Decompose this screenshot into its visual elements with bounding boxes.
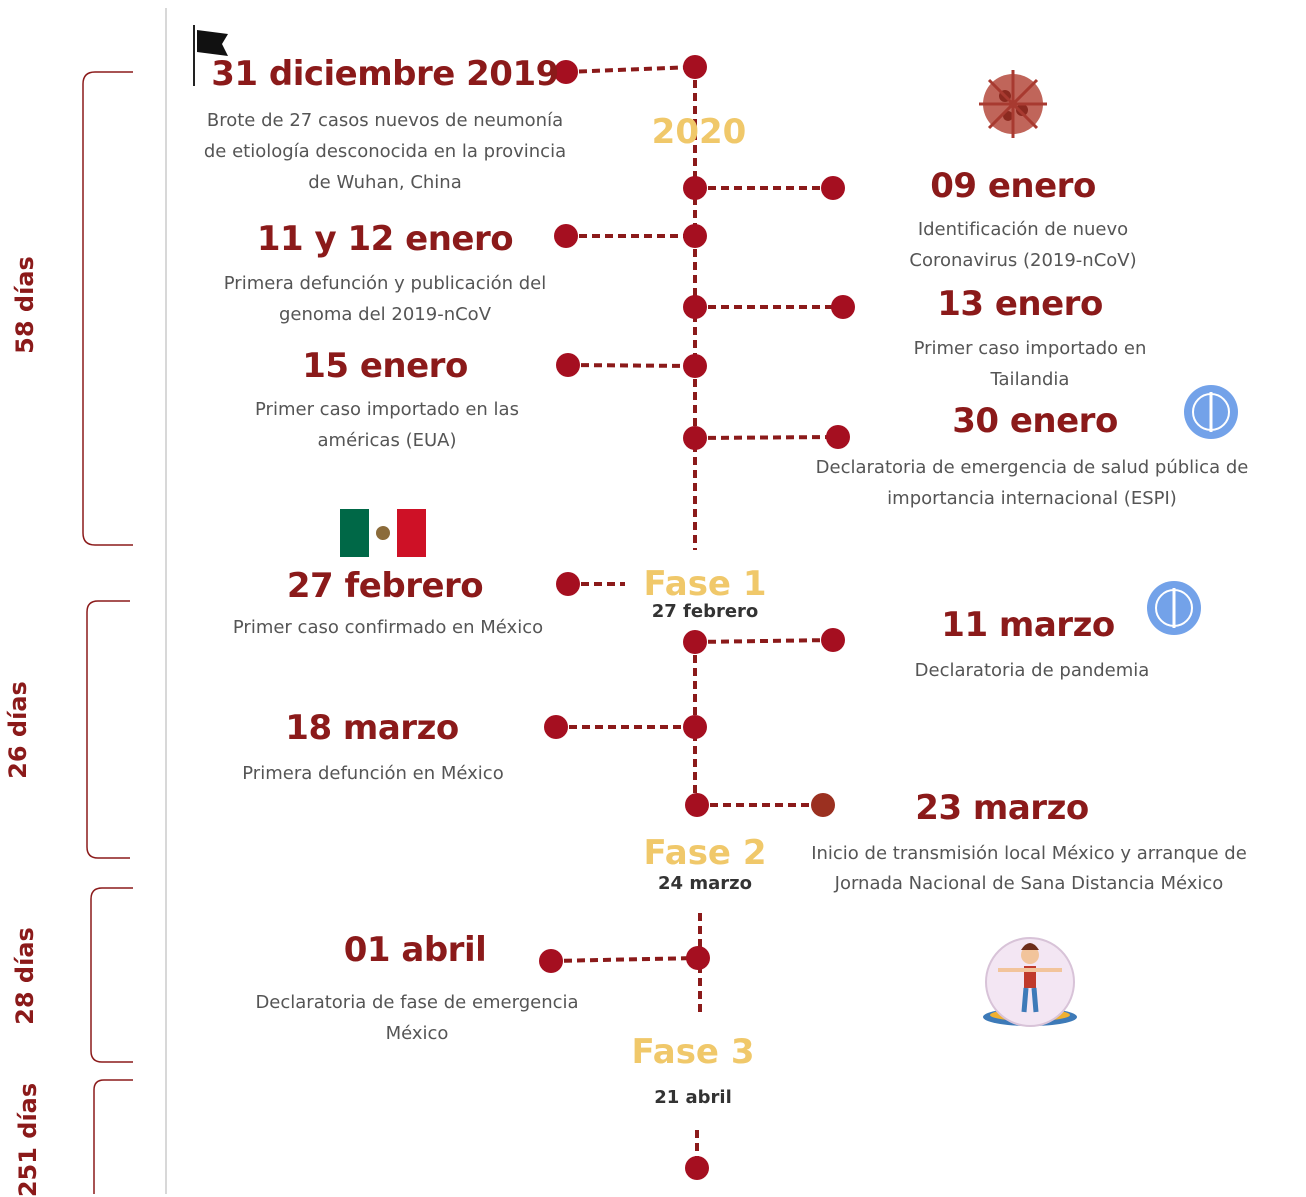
phase-name: Fase 3 xyxy=(631,1032,755,1072)
virus-icon xyxy=(979,70,1047,138)
event-text: Primer caso importado en Tailandia xyxy=(913,338,1147,390)
brackets xyxy=(82,71,133,1194)
sana-distancia-icon xyxy=(983,937,1077,1027)
flag-icon xyxy=(193,25,228,86)
event-date: 13 enero xyxy=(937,284,1103,324)
phase-date: 21 abril xyxy=(654,1087,732,1108)
event-date: 18 marzo xyxy=(285,708,459,748)
event-date: 09 enero xyxy=(930,166,1096,206)
event-date: 11 y 12 enero xyxy=(256,219,514,259)
event-date: 23 marzo xyxy=(915,788,1089,828)
event-text: Declaratoria de fase de emergencia Méxic… xyxy=(255,992,579,1044)
bracket-label: 58 días xyxy=(11,256,39,354)
mexico-flag xyxy=(340,509,426,557)
event-date: 31 diciembre 2019 xyxy=(211,54,559,94)
dots xyxy=(539,55,855,1180)
event-text: Inicio de transmisión local México y arr… xyxy=(811,843,1247,894)
event-date: 01 abril xyxy=(343,930,487,970)
event-text: Brote de 27 casos nuevos de neumonía de … xyxy=(203,110,567,193)
phase-date: 27 febrero xyxy=(651,601,759,622)
bracket-label: 28 días xyxy=(11,927,39,1025)
event-date: 27 febrero xyxy=(286,566,484,606)
event-date: 11 marzo xyxy=(941,605,1115,645)
event-text: Identificación de nuevo Coronavirus (201… xyxy=(909,219,1137,271)
who-icon xyxy=(1147,581,1201,635)
event-text: Declaratoria de pandemia xyxy=(914,660,1150,681)
event-date: 30 enero xyxy=(952,401,1118,441)
bracket-label: 251 días xyxy=(14,1082,42,1197)
phase-name: Fase 2 xyxy=(643,833,767,873)
event-text: Declaratoria de emergencia de salud públ… xyxy=(815,457,1249,509)
phase-date: 24 marzo xyxy=(658,873,752,894)
phase-name: Fase 1 xyxy=(643,564,767,604)
event-text: Primera defunción y publicación del geno… xyxy=(223,273,547,325)
event-text: Primer caso confirmado en México xyxy=(232,617,544,638)
event-text: Primer caso importado en las américas (E… xyxy=(255,399,519,451)
bracket-label: 26 días xyxy=(4,681,32,779)
year: 2020 xyxy=(651,112,747,152)
who-icon xyxy=(1184,385,1238,439)
event-date: 15 enero xyxy=(302,346,468,386)
event-text: Primera defunción en México xyxy=(242,763,504,784)
